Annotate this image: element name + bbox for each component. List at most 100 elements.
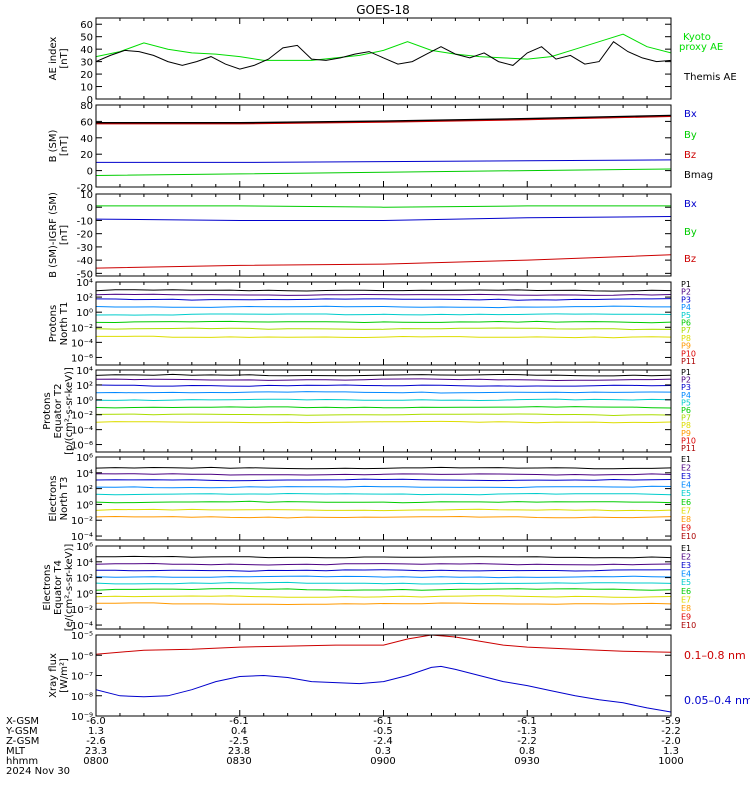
y-tick-label: 0 [87, 95, 93, 106]
footer-row-label: X-GSM [6, 716, 39, 727]
series-line-themis-ae [96, 41, 671, 70]
footer-row-label: Z-GSM [6, 736, 39, 747]
series-line-e8 [96, 602, 671, 606]
y-tick-label: 50 [80, 33, 93, 44]
y-axis-label: [nT] [59, 225, 70, 245]
panel-2-series [96, 205, 671, 269]
footer-value: -2.5 [229, 736, 249, 747]
legend-entry: P8 [681, 421, 691, 430]
panel-3: 10⁻⁶ 10⁻⁴ 10⁻² 10⁰ 10² 10⁴ Protons North T1 P1P2… [48, 278, 696, 366]
series-line-e4 [96, 485, 671, 489]
legend-entry: E1 [681, 544, 691, 553]
series-line-p7 [96, 327, 671, 331]
legend-entry: E2 [681, 464, 691, 473]
legend-entry: P4 [681, 391, 691, 400]
y-tick-label: 60 [80, 20, 93, 31]
y-tick-label: 30 [80, 58, 93, 69]
series-line-bz [96, 254, 671, 269]
legend-entry: E9 [681, 612, 691, 621]
panel-frame [95, 456, 672, 541]
series-line-e7 [96, 595, 671, 598]
footer-value: 0900 [370, 756, 395, 767]
legend-entry: P10 [681, 436, 696, 445]
series-line-by [96, 168, 671, 176]
panel-3-series [96, 289, 671, 339]
panel-1-series [96, 114, 671, 176]
series-line-e2 [96, 473, 671, 476]
series-line-e7 [96, 508, 671, 512]
series-line-e1 [96, 466, 671, 470]
legend-entry: P2 [681, 376, 691, 385]
series-line-p8 [96, 335, 671, 339]
panel-1: -20 0 20 40 60 80 B (SM) [nT] Bx By Bz Bmag [48, 101, 713, 194]
legend-entry: E3 [681, 561, 691, 570]
y-tick-label: 10⁴ [76, 469, 93, 480]
y-tick-label: 10⁻² [71, 323, 93, 334]
footer-value: 0.3 [375, 746, 391, 757]
y-axis-label: AE index [48, 37, 59, 81]
footer-row-label: hhmm [6, 756, 38, 767]
y-tick-label: -20 [77, 230, 93, 241]
panel-2: -50 -40 -30 -20 -10 0 10 B (SM)-IGRF (SM) [nT] Bx… [48, 190, 697, 280]
legend-entry: By [684, 227, 697, 238]
legend-entry: P11 [681, 357, 696, 366]
legend-entry: E10 [681, 621, 696, 630]
series-line-e5 [96, 492, 671, 496]
footer-row-label: Y-GSM [5, 726, 38, 737]
series-line-p2 [96, 378, 671, 382]
y-axis-label: B (SM)-IGRF (SM) [48, 192, 59, 278]
y-tick-label: 10⁴ [76, 558, 93, 569]
y-tick-label: -10 [77, 216, 93, 227]
y-tick-label: 10⁻⁶ [71, 441, 93, 452]
y-tick-label: 10 [80, 190, 93, 201]
panel-5-series [96, 466, 671, 519]
y-tick-label: 10⁻⁹ [71, 712, 93, 723]
y-tick-label: -20 [77, 183, 93, 194]
legend-entry: E7 [681, 506, 691, 515]
legend-entry: E3 [681, 472, 691, 481]
y-tick-label: 20 [80, 150, 93, 161]
y-tick-label: 40 [80, 45, 93, 56]
y-axis-label: Protons [48, 305, 59, 342]
legend-entry: Bz [684, 150, 696, 161]
legend-entry: proxy AE [679, 42, 723, 53]
legend-entry: E7 [681, 595, 691, 604]
series-line-p8 [96, 420, 671, 424]
series-line-bz [96, 116, 671, 125]
legend-entry: E1 [681, 455, 691, 464]
y-tick-label: 10⁻⁸ [71, 692, 93, 703]
legend-entry: P2 [681, 288, 691, 297]
footer-value: -6.1 [373, 716, 393, 727]
footer-value: 0800 [83, 756, 108, 767]
y-tick-label: 10⁻⁷ [71, 672, 93, 683]
y-tick-label: 40 [80, 134, 93, 145]
legend-entry: Bx [684, 199, 697, 210]
series-line-p3 [96, 298, 671, 301]
series-line-e8 [96, 515, 671, 519]
y-tick-label: 10² [76, 381, 93, 392]
footer-value: -6.0 [86, 716, 106, 727]
series-line-e2 [96, 562, 671, 566]
y-tick-label: 10² [76, 485, 93, 496]
footer-value: -0.5 [373, 726, 393, 737]
y-tick-label: 10⁻⁵ [71, 631, 93, 642]
series-line-bx [96, 216, 671, 221]
legend-entry: E4 [681, 570, 691, 579]
series-line-e1 [96, 555, 671, 559]
y-tick-label: -30 [77, 243, 93, 254]
legend-entry: P5 [681, 311, 691, 320]
y-tick-label: 10⁻⁴ [71, 621, 93, 632]
series-line-p4 [96, 391, 671, 394]
series-line-by [96, 205, 671, 208]
footer-value: -6.1 [229, 716, 249, 727]
legend-entry: P10 [681, 349, 696, 358]
series-line-bx [96, 159, 671, 163]
legend-entry: Bz [684, 254, 696, 265]
footer-value: -2.2 [517, 736, 537, 747]
legend-entry: P6 [681, 319, 691, 328]
footer-value: 1.3 [88, 726, 104, 737]
footer-row-label: 2024 Nov 30 [6, 766, 70, 777]
legend-entry: E8 [681, 515, 691, 524]
